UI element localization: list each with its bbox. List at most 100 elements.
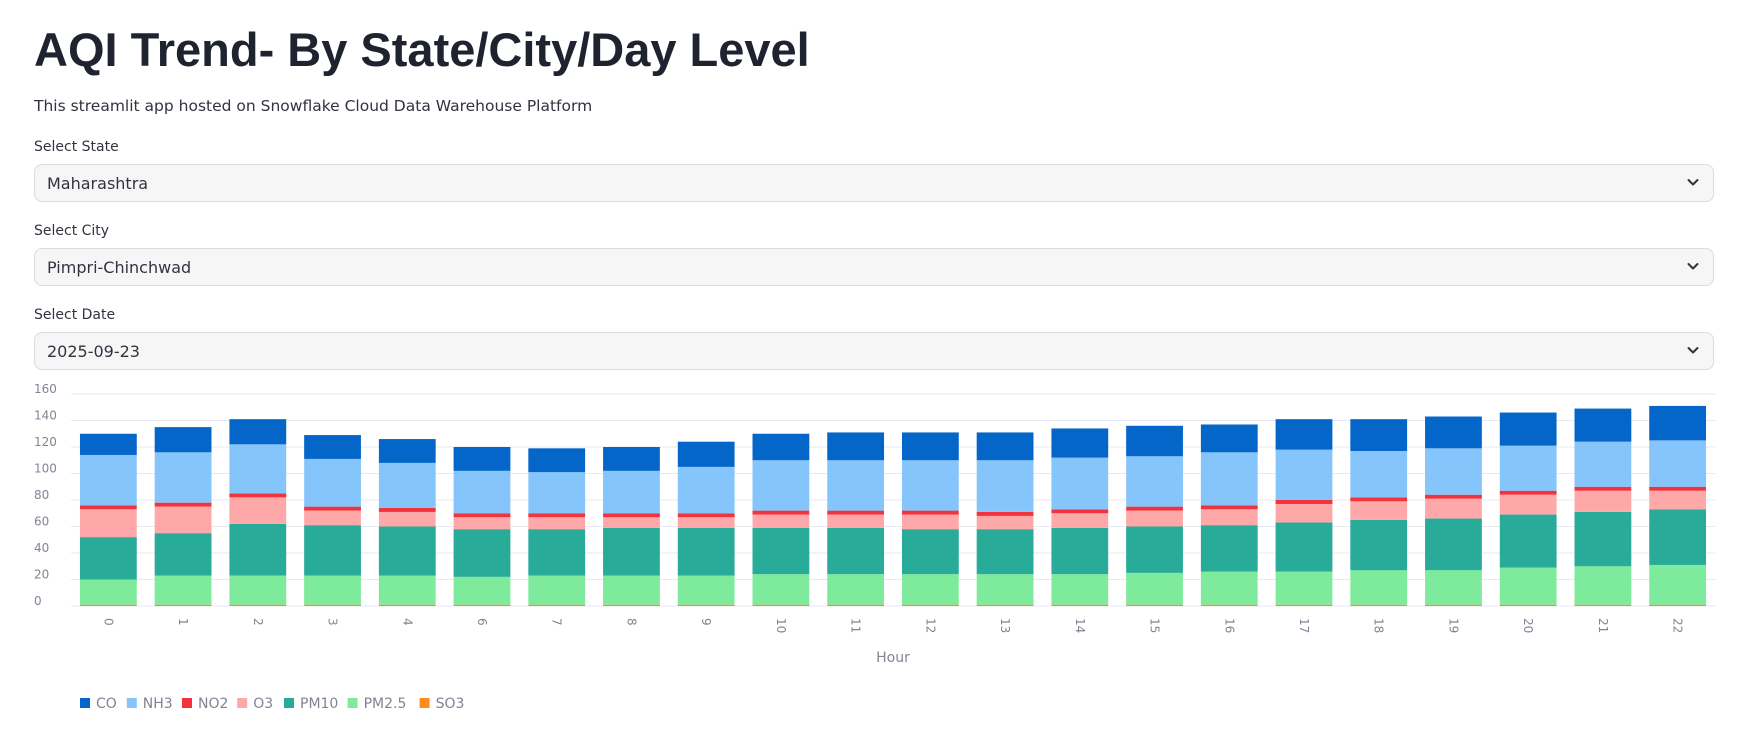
bar-segment-pm25	[603, 575, 660, 605]
bar-segment-nh3	[827, 460, 885, 511]
bar-segment-no2	[229, 493, 287, 498]
bar-segment-no2	[603, 513, 660, 518]
bar-segment-o3	[1051, 513, 1109, 528]
y-tick-label: 60	[34, 515, 49, 529]
bar-segment-nh3	[1574, 441, 1632, 487]
bar-segment-pm25	[976, 574, 1034, 605]
y-tick-label: 100	[34, 462, 57, 476]
bar-segment-pm25	[1051, 574, 1109, 605]
bar-segment-no2	[528, 513, 586, 518]
legend-swatch	[419, 698, 430, 708]
bar-segment-pm10	[976, 529, 1034, 575]
bar-segment-so3	[154, 604, 212, 606]
date-select[interactable]: 2025-09-23	[34, 332, 1714, 370]
bar-segment-o3	[154, 506, 212, 534]
bar-segment-no2	[827, 510, 885, 515]
x-tick-label: 14	[1073, 618, 1087, 633]
bar-segment-no2	[453, 513, 511, 518]
bar-segment-pm25	[1275, 571, 1333, 605]
bar-segment-so3	[752, 604, 810, 606]
bar-segment-pm25	[79, 579, 137, 605]
bar-segment-o3	[827, 514, 885, 528]
bar-segment-o3	[378, 511, 436, 527]
city-select-value: Pimpri-Chinchwad	[47, 258, 192, 277]
y-tick-label: 140	[34, 409, 57, 423]
bar-segment-no2	[304, 506, 361, 511]
bar-segment-o3	[1200, 509, 1258, 526]
x-tick-label: 4	[400, 618, 414, 626]
chevron-down-icon	[1687, 347, 1699, 354]
bar-segment-so3	[453, 604, 511, 606]
x-tick-label: 12	[923, 618, 937, 633]
bar-segment-co	[1350, 419, 1408, 451]
city-select[interactable]: Pimpri-Chinchwad	[34, 248, 1714, 286]
x-tick-label: 2	[251, 618, 265, 626]
legend-label: NO2	[198, 696, 228, 712]
bar-segment-co	[229, 419, 287, 445]
y-tick-label: 40	[34, 541, 49, 555]
bar-segment-pm10	[1574, 511, 1632, 567]
bar-segment-no2	[976, 511, 1034, 516]
bar-segment-no2	[1126, 506, 1183, 511]
bar-segment-no2	[1200, 505, 1258, 510]
bar-segment-o3	[528, 517, 586, 530]
bar-segment-pm10	[1649, 509, 1707, 565]
bar-segment-no2	[1499, 490, 1557, 495]
bar-segment-pm10	[1200, 525, 1258, 572]
x-tick-label: 19	[1446, 618, 1460, 633]
bar-segment-o3	[976, 515, 1034, 530]
bar-segment-co	[1649, 405, 1707, 441]
legend-swatch	[80, 698, 90, 708]
legend-label: SO3	[436, 696, 465, 712]
bar-segment-nh3	[378, 462, 436, 508]
bar-segment-o3	[79, 509, 137, 538]
x-tick-label: 11	[849, 618, 863, 633]
bar-segment-o3	[752, 514, 810, 528]
bar-segment-pm25	[1350, 570, 1408, 605]
legend-swatch	[237, 698, 248, 708]
bar-segment-o3	[1275, 503, 1333, 523]
bar-segment-co	[1200, 424, 1258, 453]
bar-segment-co	[1051, 428, 1109, 458]
bar-segment-pm25	[901, 574, 959, 605]
bar-segment-o3	[901, 514, 959, 530]
bar-segment-no2	[79, 505, 137, 510]
bar-segment-no2	[1275, 500, 1333, 504]
bar-segment-o3	[1126, 510, 1183, 527]
bar-segment-co	[603, 447, 660, 471]
bar-segment-so3	[229, 604, 287, 606]
bar-segment-nh3	[1649, 440, 1707, 487]
legend-label: CO	[96, 696, 117, 712]
bar-segment-pm10	[304, 525, 361, 576]
bar-segment-pm10	[901, 529, 959, 575]
bar-segment-pm10	[1350, 519, 1408, 571]
bar-segment-nh3	[1425, 448, 1482, 495]
bar-segment-pm25	[827, 574, 885, 605]
y-tick-label: 160	[34, 382, 57, 396]
bar-segment-pm10	[378, 526, 436, 576]
bar-segment-pm10	[453, 529, 511, 577]
bar-segment-so3	[378, 604, 436, 606]
bar-segment-co	[976, 432, 1034, 461]
bar-segment-co	[677, 441, 735, 467]
bar-segment-nh3	[154, 452, 212, 503]
bar-segment-so3	[1425, 604, 1482, 606]
bar-segment-pm25	[378, 575, 436, 605]
legend-label: NH3	[143, 696, 173, 712]
x-axis-ticks: 0 1 2 3 4 6 7 8 9 10 11 12 13 14 15 16 17 18 19 20 21 22	[101, 618, 1684, 633]
bar-segment-nh3	[229, 444, 287, 494]
legend-swatch	[347, 698, 358, 708]
bar-segment-co	[79, 433, 137, 455]
bar-segment-pm25	[453, 576, 511, 605]
bar-segment-nh3	[453, 470, 511, 514]
bar-segment-nh3	[677, 466, 735, 514]
bar-segment-so3	[827, 604, 885, 606]
state-select[interactable]: Maharashtra	[34, 164, 1714, 202]
bar-segment-nh3	[976, 460, 1034, 512]
bar-segment-co	[752, 433, 810, 461]
bars	[79, 405, 1707, 606]
chevron-down-icon	[1687, 263, 1699, 270]
bar-segment-pm25	[677, 575, 735, 605]
